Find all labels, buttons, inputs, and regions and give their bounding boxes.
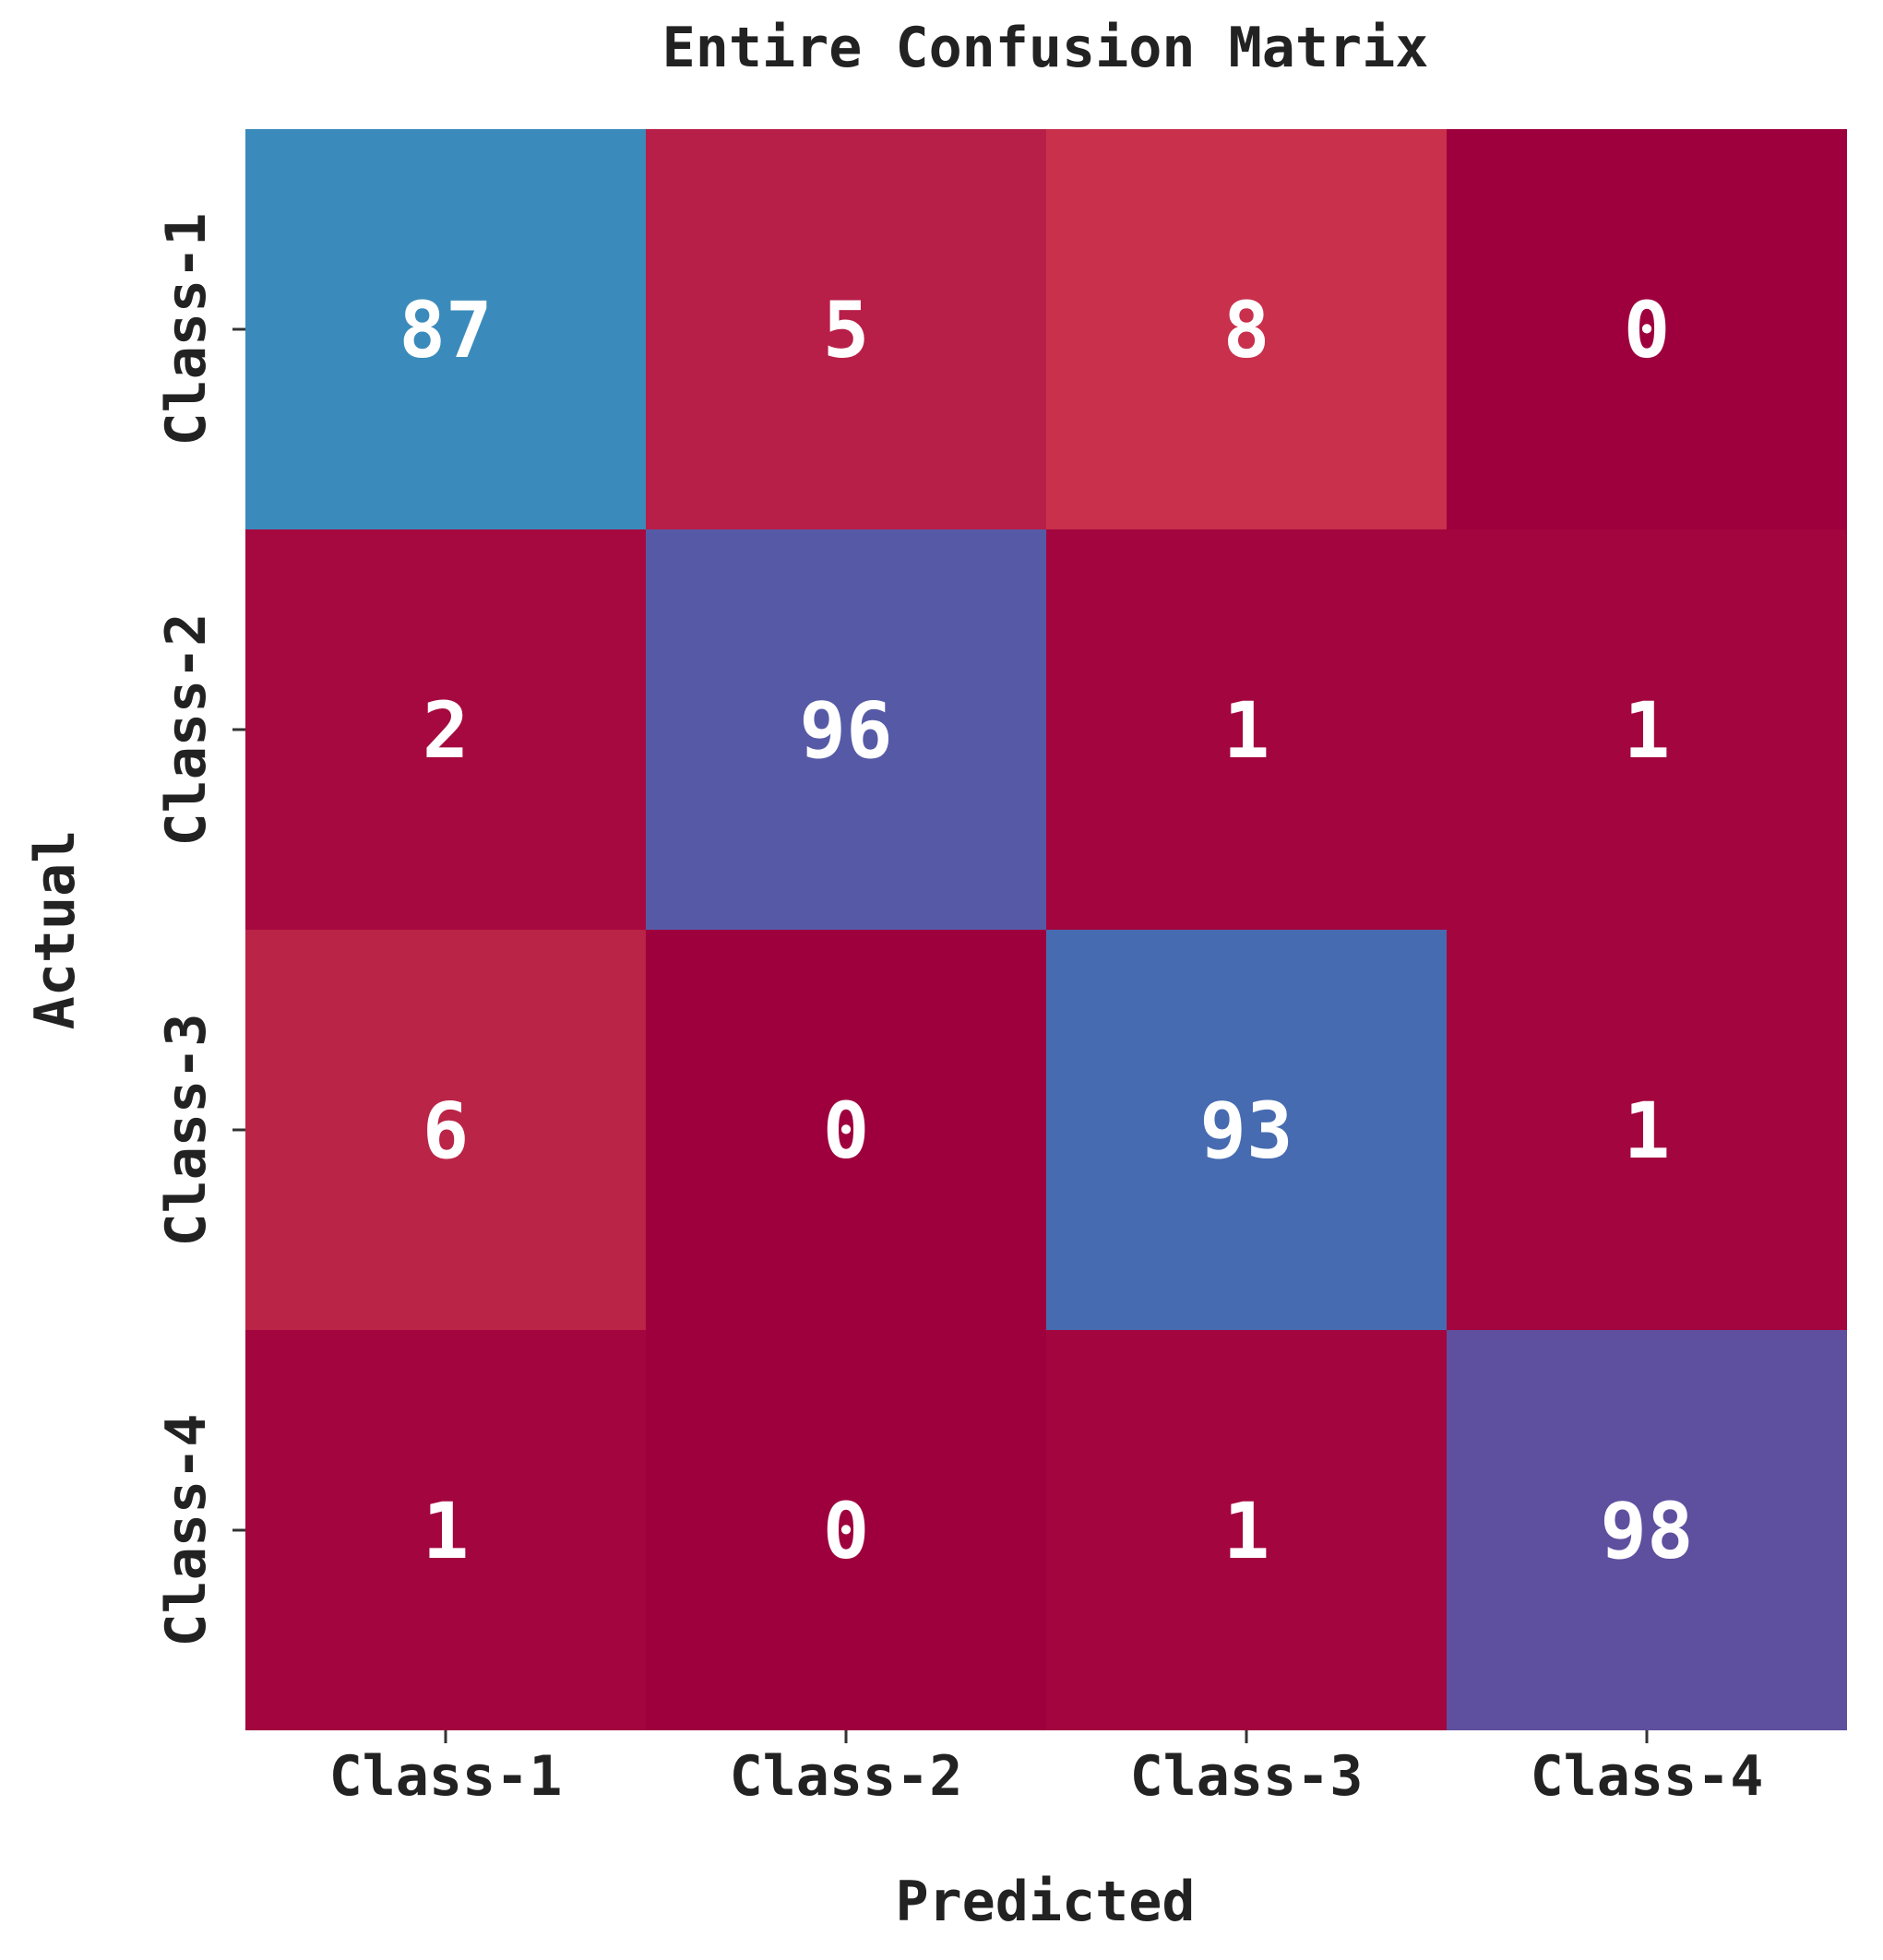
cell-value-label-r4-c2: 0 — [823, 1486, 870, 1576]
x-tick-label-4: Class-4 — [1531, 1744, 1764, 1809]
x-tick-label-1: Class-1 — [329, 1744, 563, 1809]
heatmap-cell-r1-c2 — [646, 129, 1046, 529]
heatmap-cell-r2-c2 — [646, 529, 1046, 930]
cell-value-label-r2-c3: 1 — [1223, 685, 1270, 776]
heatmap-cells — [245, 129, 1847, 1730]
cell-value-label-r1-c4: 0 — [1624, 285, 1671, 375]
heatmap-cell-r4-c4 — [1447, 1330, 1847, 1730]
chart-title: Entire Confusion Matrix — [662, 16, 1429, 80]
heatmap-cell-r2-c1 — [245, 529, 646, 930]
y-axis: Class-1 Class-2 Class-3 Class-4 — [154, 213, 245, 1647]
cell-value-label-r3-c1: 6 — [423, 1086, 470, 1176]
heatmap-cell-r4-c1 — [245, 1330, 646, 1730]
x-axis-title: Predicted — [895, 1870, 1195, 1934]
heatmap-cell-r3-c2 — [646, 930, 1046, 1330]
x-axis: Class-1 Class-2 Class-3 Class-4 — [329, 1730, 1764, 1809]
y-axis-title: Actual — [23, 830, 88, 1030]
heatmap-cell-r2-c3 — [1046, 529, 1447, 930]
heatmap-cell-r1-c1 — [245, 129, 646, 529]
cell-value-label-r3-c3: 93 — [1199, 1086, 1293, 1176]
heatmap-cell-r4-c2 — [646, 1330, 1046, 1730]
heatmap-cell-r3-c1 — [245, 930, 646, 1330]
cell-value-label-r4-c1: 1 — [423, 1486, 470, 1576]
x-tick-label-3: Class-3 — [1130, 1744, 1364, 1809]
cell-value-label-r1-c1: 87 — [399, 285, 492, 375]
cell-value-label-r4-c4: 98 — [1600, 1486, 1693, 1576]
cell-value-label-r2-c2: 96 — [799, 685, 892, 776]
cell-value-label-r1-c2: 5 — [823, 285, 870, 375]
heatmap-cell-r1-c4 — [1447, 129, 1847, 529]
heatmap-annotations: 87 5 8 0 2 96 1 1 6 0 93 1 1 0 1 98 — [399, 285, 1693, 1576]
y-tick-label-3: Class-3 — [154, 1014, 219, 1247]
cell-value-label-r2-c1: 2 — [423, 685, 470, 776]
cell-value-label-r3-c2: 0 — [823, 1086, 870, 1176]
heatmap-cell-r3-c4 — [1447, 930, 1847, 1330]
cell-value-label-r4-c3: 1 — [1223, 1486, 1270, 1576]
y-tick-label-1: Class-1 — [154, 213, 219, 446]
y-tick-label-2: Class-2 — [154, 613, 219, 847]
cell-value-label-r2-c4: 1 — [1624, 685, 1671, 776]
y-tick-label-4: Class-4 — [154, 1414, 219, 1647]
heatmap-cell-r3-c3 — [1046, 930, 1447, 1330]
heatmap-cell-r1-c3 — [1046, 129, 1447, 529]
cell-value-label-r1-c3: 8 — [1223, 285, 1270, 375]
heatmap-cell-r2-c4 — [1447, 529, 1847, 930]
x-tick-label-2: Class-2 — [730, 1744, 963, 1809]
heatmap-cell-r4-c3 — [1046, 1330, 1447, 1730]
cell-value-label-r3-c4: 1 — [1624, 1086, 1671, 1176]
